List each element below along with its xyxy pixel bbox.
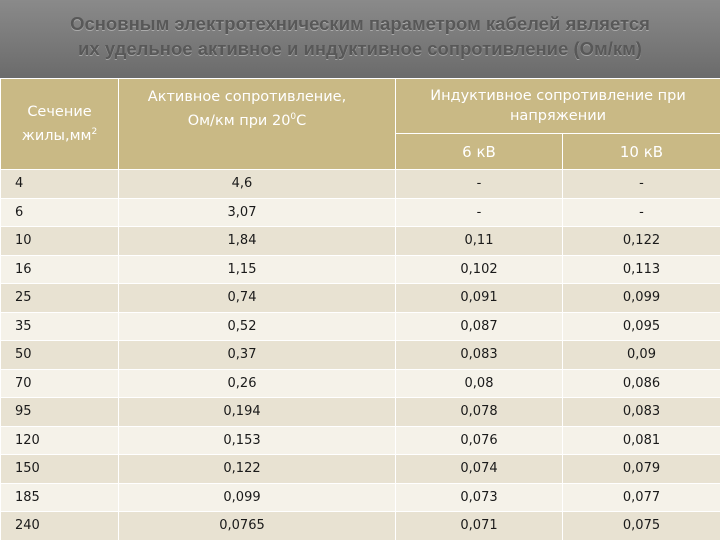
cell-10kv: 0,099 — [563, 284, 720, 313]
cell-6kv: 0,083 — [396, 341, 563, 370]
cell-section: 50 — [1, 341, 119, 370]
cell-10kv: 0,122 — [563, 227, 720, 256]
title-bar: Основным электротехническим параметром к… — [0, 0, 720, 78]
cable-parameters-table: Сечение жилы,мм2 Активное сопротивление,… — [0, 78, 720, 541]
header-inductive-line1: Индуктивное сопротивление при — [430, 88, 686, 104]
header-section: Сечение жилы,мм2 — [1, 79, 119, 170]
cell-10kv: 0,081 — [563, 426, 720, 455]
title-line-1: Основным электротехническим параметром к… — [0, 11, 720, 36]
cell-10kv: 0,083 — [563, 398, 720, 427]
cell-6kv: 0,08 — [396, 369, 563, 398]
header-active: Активное сопротивление, Ом/км при 200С — [119, 79, 396, 170]
header-active-line1: Активное сопротивление, — [148, 89, 346, 105]
slide-title: Основным электротехническим параметром к… — [0, 11, 720, 61]
cell-6kv: 0,11 — [396, 227, 563, 256]
header-10kv: 10 кВ — [563, 134, 720, 170]
header-section-line1: Сечение — [27, 104, 91, 120]
header-inductive: Индуктивное сопротивление при напряжении — [396, 79, 720, 134]
title-line-2: их удельное активное и индуктивное сопро… — [0, 36, 720, 61]
cell-section: 6 — [1, 198, 119, 227]
header-section-line2: жилы,мм — [22, 128, 92, 144]
cell-10kv: 0,095 — [563, 312, 720, 341]
cell-section: 95 — [1, 398, 119, 427]
cell-section: 4 — [1, 170, 119, 199]
cell-section: 150 — [1, 455, 119, 484]
cell-active: 0,0765 — [119, 512, 396, 541]
cell-6kv: 0,074 — [396, 455, 563, 484]
cell-section: 185 — [1, 483, 119, 512]
cell-active: 3,07 — [119, 198, 396, 227]
cell-active: 0,153 — [119, 426, 396, 455]
cell-section: 35 — [1, 312, 119, 341]
cell-active: 1,84 — [119, 227, 396, 256]
cell-6kv: 0,073 — [396, 483, 563, 512]
cell-10kv: - — [563, 170, 720, 199]
cell-active: 0,52 — [119, 312, 396, 341]
cell-section: 10 — [1, 227, 119, 256]
cell-10kv: - — [563, 198, 720, 227]
cell-6kv: 0,102 — [396, 255, 563, 284]
cell-active: 0,099 — [119, 483, 396, 512]
cell-section: 25 — [1, 284, 119, 313]
cell-10kv: 0,079 — [563, 455, 720, 484]
cell-10kv: 0,077 — [563, 483, 720, 512]
cell-section: 70 — [1, 369, 119, 398]
header-6kv: 6 кВ — [396, 134, 563, 170]
header-inductive-line2: напряжении — [510, 108, 606, 124]
cell-10kv: 0,086 — [563, 369, 720, 398]
header-section-sup: 2 — [91, 127, 97, 137]
cell-active: 0,194 — [119, 398, 396, 427]
cell-active: 0,122 — [119, 455, 396, 484]
cell-10kv: 0,075 — [563, 512, 720, 541]
header-active-line2: Ом/км при 20 — [188, 113, 291, 129]
cell-active: 4,6 — [119, 170, 396, 199]
cell-active: 0,37 — [119, 341, 396, 370]
cell-6kv: 0,078 — [396, 398, 563, 427]
cell-section: 120 — [1, 426, 119, 455]
cell-6kv: 0,087 — [396, 312, 563, 341]
cell-active: 1,15 — [119, 255, 396, 284]
cell-section: 16 — [1, 255, 119, 284]
cell-active: 0,26 — [119, 369, 396, 398]
cell-10kv: 0,113 — [563, 255, 720, 284]
header-active-unit: С — [296, 113, 306, 129]
cell-section: 240 — [1, 512, 119, 541]
cell-6kv: - — [396, 170, 563, 199]
cell-6kv: 0,091 — [396, 284, 563, 313]
cell-6kv: 0,076 — [396, 426, 563, 455]
cell-6kv: - — [396, 198, 563, 227]
cell-10kv: 0,09 — [563, 341, 720, 370]
cell-6kv: 0,071 — [396, 512, 563, 541]
cell-active: 0,74 — [119, 284, 396, 313]
